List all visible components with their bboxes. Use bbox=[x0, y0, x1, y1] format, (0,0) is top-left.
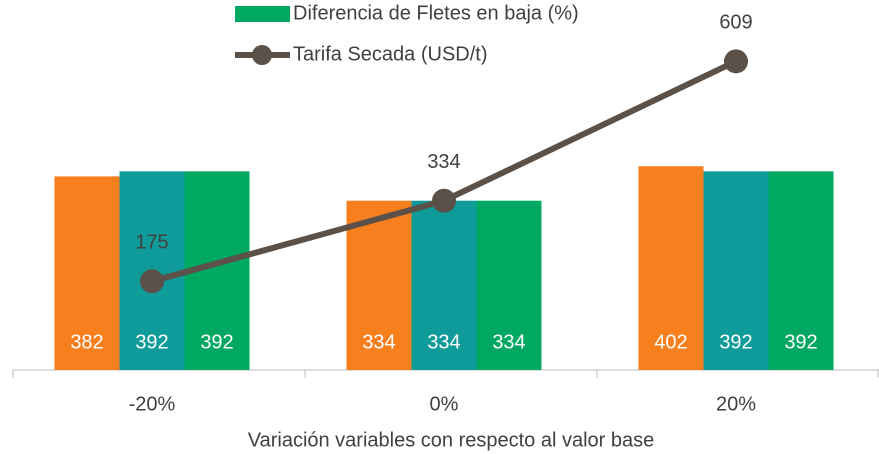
line-value-label: 334 bbox=[427, 151, 460, 173]
bar bbox=[768, 171, 834, 370]
bar-value-label: 392 bbox=[719, 331, 752, 353]
line-marker bbox=[432, 188, 456, 213]
bar bbox=[476, 200, 542, 370]
bar-value-label: 392 bbox=[200, 331, 233, 353]
bar bbox=[54, 176, 120, 370]
x-tick-label: -20% bbox=[129, 393, 176, 415]
legend-marker bbox=[252, 45, 272, 65]
bar-value-label: 402 bbox=[654, 331, 687, 353]
bar-value-label: 334 bbox=[362, 331, 395, 353]
bar bbox=[703, 171, 769, 370]
line-value-label: 175 bbox=[135, 232, 168, 254]
x-tick-label: 0% bbox=[430, 393, 459, 415]
x-tick-label: 20% bbox=[716, 393, 756, 415]
bar-value-label: 382 bbox=[70, 331, 103, 353]
bar-value-label: 334 bbox=[427, 331, 460, 353]
bar bbox=[638, 166, 704, 370]
line-value-label: 609 bbox=[719, 12, 752, 34]
bar-value-label: 392 bbox=[135, 331, 168, 353]
x-axis-title: Variación variables con respecto al valo… bbox=[248, 429, 655, 451]
bar bbox=[346, 200, 412, 370]
bar-value-label: 392 bbox=[784, 331, 817, 353]
bar-value-label: 334 bbox=[492, 331, 525, 353]
legend-label: Diferencia de Fletes en baja (%) bbox=[293, 2, 579, 24]
line-marker bbox=[724, 49, 748, 74]
legend-label: Tarifa Secada (USD/t) bbox=[293, 43, 488, 65]
bar bbox=[411, 200, 477, 370]
line-marker bbox=[140, 269, 164, 294]
legend-swatch bbox=[235, 6, 290, 22]
